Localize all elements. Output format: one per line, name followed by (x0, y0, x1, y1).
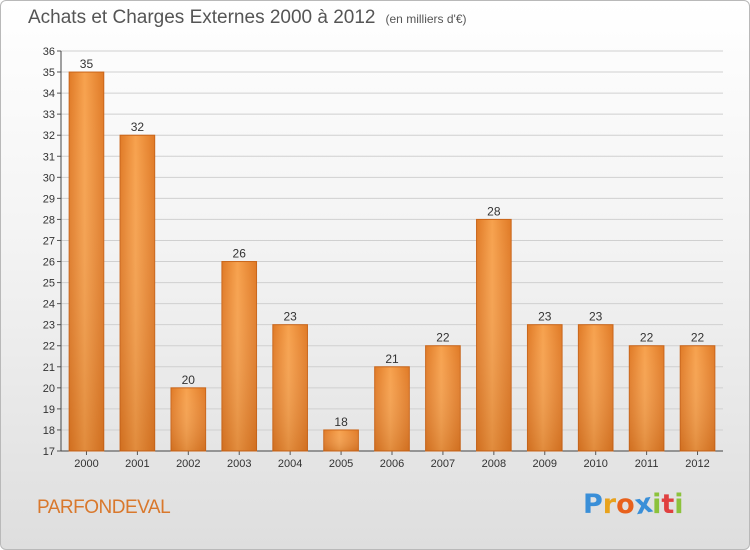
bar-shade (578, 324, 614, 451)
y-tick-label: 17 (43, 446, 55, 458)
bar-shade (323, 429, 359, 451)
bar-shade (374, 366, 410, 451)
bar-value-label: 23 (538, 310, 552, 324)
y-tick-label: 20 (43, 383, 55, 395)
y-tick-label: 27 (43, 235, 55, 247)
bar-group (323, 429, 359, 452)
bar-group (526, 324, 563, 452)
x-tick-label: 2012 (685, 458, 709, 470)
bar-group (221, 261, 258, 452)
x-tick-label: 2001 (125, 458, 149, 470)
bar-shade (120, 135, 155, 452)
y-tick-label: 22 (43, 341, 55, 353)
bar-group (628, 345, 665, 452)
y-tick-label: 19 (43, 404, 55, 416)
x-tick-label: 2007 (431, 458, 455, 470)
y-tick-label: 23 (43, 320, 55, 332)
bar-value-label: 18 (334, 415, 348, 429)
x-tick-label: 2005 (329, 458, 353, 470)
y-tick-label: 18 (43, 425, 55, 437)
bar-shade (170, 387, 206, 451)
bar-shade (69, 72, 104, 451)
y-tick-label: 26 (43, 257, 55, 269)
bar-value-label: 22 (436, 331, 450, 345)
bar-group (272, 324, 308, 452)
chart-subtitle: (en milliers d'€) (385, 12, 467, 26)
bar-group (577, 324, 614, 452)
x-tick-label: 2006 (380, 458, 404, 470)
bar-value-label: 35 (80, 57, 94, 71)
bar-shade (272, 324, 308, 451)
bar-shade (221, 261, 257, 451)
bar-shade (527, 324, 563, 451)
x-tick-label: 2000 (74, 458, 98, 470)
y-tick-label: 31 (43, 151, 55, 163)
y-tick-label: 36 (43, 46, 55, 58)
bar-group (679, 345, 716, 452)
bar-value-label: 21 (385, 352, 399, 366)
logo-letter: i (674, 489, 684, 520)
logo-letter: o (616, 489, 635, 520)
proxiti-logo: Proxiti (583, 488, 684, 522)
y-tick-label: 25 (43, 278, 55, 290)
x-tick-label: 2010 (583, 458, 607, 470)
bar-group (119, 134, 156, 452)
logo-letter: i (652, 489, 662, 520)
x-tick-label: 2008 (482, 458, 506, 470)
bar-group (170, 387, 207, 452)
bar-value-label: 22 (640, 331, 654, 345)
x-tick-label: 2011 (635, 458, 659, 470)
place-name: PARFONDEVAL (37, 497, 171, 518)
bar-shade (425, 345, 461, 451)
y-tick-label: 29 (43, 193, 55, 205)
y-tick-label: 32 (43, 130, 55, 142)
y-tick-label: 30 (43, 172, 55, 184)
label-layer: 35 32 20 26 23 18 21 22 28 23 23 22 22 (80, 57, 705, 429)
bar-value-label: 23 (589, 310, 603, 324)
logo-letter: t (661, 489, 675, 520)
bar-layer (68, 71, 716, 452)
bar-group (476, 218, 512, 452)
y-tick-label: 33 (43, 109, 55, 121)
y-tick-label: 24 (43, 299, 55, 311)
bar-group (68, 71, 105, 452)
bar-group (374, 366, 410, 452)
bar-value-label: 32 (131, 120, 145, 134)
bar-value-label: 28 (487, 204, 501, 218)
y-tick-label: 35 (43, 67, 55, 79)
bar-shade (629, 345, 664, 451)
chart-title-text: Achats et Charges Externes 2000 à 2012 (28, 7, 376, 28)
bar-group (425, 345, 461, 452)
x-tick-label: 2004 (278, 458, 302, 470)
x-tick-label: 2003 (227, 458, 251, 470)
y-tick-label: 21 (43, 362, 55, 374)
x-tick-label: 2002 (176, 458, 200, 470)
logo-letter: P (583, 489, 603, 520)
logo-letter: r (602, 489, 617, 520)
y-tick-label: 34 (43, 88, 55, 100)
bar-shade (680, 345, 715, 451)
bar-shade (476, 219, 512, 451)
x-tick-label: 2009 (533, 458, 557, 470)
bar-value-label: 26 (233, 247, 247, 261)
bar-value-label: 23 (283, 310, 297, 324)
chart-title: Achats et Charges Externes 2000 à 2012 (e… (28, 7, 467, 29)
bar-value-label: 22 (691, 331, 705, 345)
y-tick-label: 28 (43, 214, 55, 226)
bar-value-label: 20 (182, 373, 196, 387)
